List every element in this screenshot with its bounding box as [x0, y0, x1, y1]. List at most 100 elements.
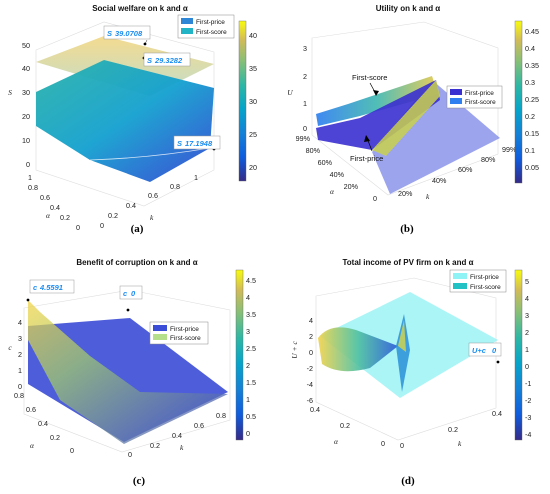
panel-d-y-ticks: 0.4 0.2 0 [310, 405, 385, 448]
panel-b-x-tick-3: 80% [481, 155, 496, 164]
panel-a-caption: (a) [131, 223, 144, 235]
panel-d-box [315, 277, 497, 441]
panel-d-caption: (d) [401, 475, 415, 487]
panel-b-x-tick-0: 20% [398, 189, 413, 198]
panel-c-legend-label-1: First-score [170, 335, 201, 342]
panel-c-y-tick-4: 0.8 [14, 391, 24, 400]
panel-a-y-ticks: 1 0.8 0.6 0.4 0.2 0 [28, 173, 80, 232]
panel-c-title: Benefit of corruption on k and α [76, 258, 197, 267]
panel-a-cbar-tick-0: 20 [249, 163, 257, 172]
panel-d-x-tick-2: 0.4 [492, 409, 502, 418]
panel-d-y-tick-2: 0.4 [310, 405, 320, 414]
panel-a-datatip-2-value: 17.1948 [185, 139, 213, 148]
panel-d-cbar-tick-5: 1 [525, 345, 529, 354]
panel-b-legend-label-0: First-price [465, 90, 494, 97]
panel-d-cbar-tick-9: 5 [525, 277, 529, 286]
panel-c-cbar-tick-4: 2 [246, 361, 250, 370]
panel-b-cbar-tick-3: 0.2 [525, 112, 535, 121]
panel-a-datatip-1-label: S [147, 56, 152, 65]
panel-c-cbar-tick-8: 4 [246, 293, 250, 302]
panel-a-box [35, 21, 215, 207]
panel-d-zlabel: U + c [290, 341, 299, 359]
panel-a-datatip-0-label: S [107, 29, 112, 38]
panel-a-datatip-1: S 29.3282 [142, 52, 191, 67]
panel-d-datatip-0-value: 0 [492, 346, 497, 355]
panel-b-caption: (b) [400, 223, 414, 235]
panel-d-xlabel: k [458, 439, 462, 448]
panel-c-x-ticks: 0 0.2 0.4 0.6 0.8 [128, 411, 226, 459]
panel-c-cbar-tick-7: 3.5 [246, 310, 256, 319]
panel-d-cbar-tick-3: -1 [525, 379, 531, 388]
panel-d-z-tick-4: 2 [309, 332, 313, 341]
panel-d-colorbar: -4 -3 -2 -1 0 1 2 3 4 5 [514, 269, 531, 441]
panel-c-datatip-0-value: 4.5591 [39, 283, 63, 292]
panel-c: Benefit of corruption on k and α 0 1 2 3… [8, 258, 256, 487]
panel-b-x-tick-2: 60% [458, 165, 473, 174]
panel-a-surface-first-price [36, 60, 214, 182]
panel-a-cbar-tick-3: 35 [249, 64, 257, 73]
panel-a-z-tick-3: 30 [22, 88, 30, 97]
panel-c-z-tick-0: 0 [18, 382, 22, 391]
panel-a-x-tick-1: 0.2 [108, 211, 118, 220]
panel-c-cbar-tick-6: 3 [246, 327, 250, 336]
panel-d-x-ticks: 0 0.2 0.4 [400, 409, 502, 450]
panel-a-x-tick-2: 0.4 [126, 201, 136, 210]
panel-b-z-ticks: 0 1 2 3 [303, 44, 307, 133]
panel-a-datatip-2: S 17.1948 [173, 135, 221, 151]
panel-a-x-tick-3: 0.6 [148, 191, 158, 200]
panel-d-z-tick-1: -4 [307, 380, 313, 389]
panel-a-x-tick-0: 0 [100, 221, 104, 230]
panel-d-x-tick-1: 0.2 [448, 425, 458, 434]
panel-c-z-ticks: 0 1 2 3 4 [18, 318, 22, 391]
panel-d-cbar-tick-8: 4 [525, 294, 529, 303]
panel-c-x-tick-3: 0.6 [194, 421, 204, 430]
panel-c-legend-label-0: First-price [170, 326, 199, 333]
panel-a-y-tick-3: 0.6 [40, 193, 50, 202]
panel-a-x-tick-4: 0.8 [170, 182, 180, 191]
panel-a: Social welfare on k and α 0 10 20 30 40 … [8, 4, 257, 235]
panel-a-cbar-tick-2: 30 [249, 97, 257, 106]
panel-c-z-tick-4: 4 [18, 318, 22, 327]
panel-a-datatip-2-label: S [177, 139, 182, 148]
panel-d-cbar-tick-0: -4 [525, 430, 531, 439]
panel-c-surface-first-score [28, 300, 228, 444]
panel-a-y-tick-4: 0.8 [28, 183, 38, 192]
panel-b-colorbar: 0.05 0.1 0.15 0.2 0.25 0.3 0.35 0.4 0.45 [514, 20, 539, 184]
panel-a-ylabel: α [46, 211, 51, 220]
panel-a-ridge-line [89, 147, 211, 161]
panel-b: Utility on k and α 0 1 2 3 U 99% 80% 60%… [287, 4, 539, 235]
panel-a-z-ticks: 0 10 20 30 40 50 [22, 41, 30, 169]
panel-b-cbar-tick-0: 0.05 [525, 163, 539, 172]
panel-c-cbar-tick-0: 0 [246, 429, 250, 438]
panel-a-datatip-0-value: 39.0708 [115, 29, 143, 38]
panel-d: Total income of PV firm on k and α -6 -4… [290, 258, 531, 487]
panel-a-colorbar: 20 25 30 35 40 [238, 20, 257, 182]
panel-c-zlabel: c [8, 343, 12, 352]
panel-d-datatip-0: U+c 0 [468, 342, 502, 364]
panel-b-z-tick-1: 1 [303, 99, 307, 108]
panel-a-legend-label-0: First-price [196, 19, 225, 26]
panel-a-legend: First-price First-score [177, 14, 235, 39]
panel-d-legend-label-0: First-price [470, 274, 499, 281]
panel-a-y-tick-0: 0 [76, 223, 80, 232]
panel-b-y-tick-0: 0 [373, 194, 377, 203]
panel-a-legend-label-1: First-score [196, 29, 227, 36]
panel-d-cbar-tick-2: -2 [525, 396, 531, 405]
panel-a-legend-swatch-0 [181, 18, 193, 24]
panel-b-x-ticks: 20% 40% 60% 80% 99% [398, 145, 517, 198]
panel-a-y-tick-5: 1 [28, 173, 32, 182]
panel-d-z-tick-5: 4 [309, 316, 313, 325]
panel-c-y-tick-2: 0.4 [38, 419, 48, 428]
panel-c-legend-swatch-0 [153, 325, 167, 331]
panel-b-annotation-0-text: First-score [352, 73, 387, 82]
panel-c-cbar-tick-1: 0.5 [246, 412, 256, 421]
panel-d-spike [396, 314, 410, 392]
panel-a-datatip-0: S 39.0708 [103, 25, 151, 46]
panel-c-x-tick-1: 0.2 [150, 441, 160, 450]
panel-b-surface-first-price-plane [372, 80, 500, 194]
panel-c-y-tick-0: 0 [70, 446, 74, 455]
panel-c-cbar-tick-3: 1.5 [246, 378, 256, 387]
panel-c-z-tick-3: 3 [18, 334, 22, 343]
panel-d-z-tick-3: 0 [309, 348, 313, 357]
